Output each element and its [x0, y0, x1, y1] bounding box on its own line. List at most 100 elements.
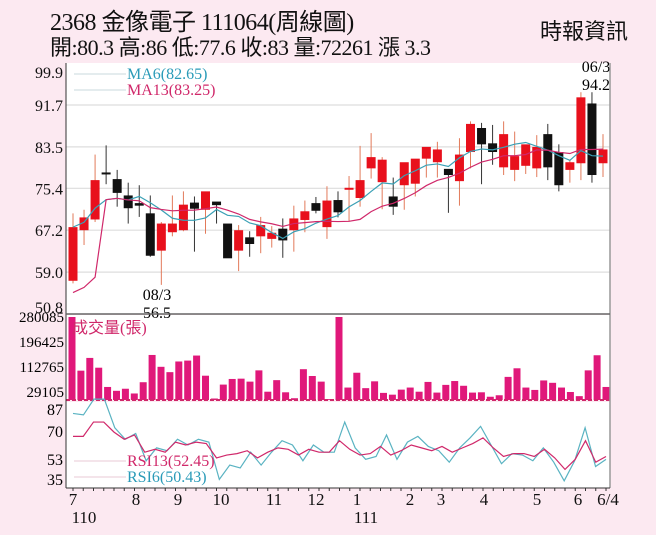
- volume-bar: [130, 393, 138, 400]
- volume-bar: [202, 375, 209, 400]
- volume-bar: [460, 385, 468, 400]
- candle-body: [112, 179, 122, 193]
- volume-label: 成交量(張): [72, 319, 147, 337]
- volume-bar: [362, 388, 370, 400]
- volume-bar: [157, 366, 165, 400]
- volume-bar: [113, 390, 120, 400]
- volume-bar: [121, 388, 129, 400]
- volume-bar: [469, 392, 476, 400]
- volume-bar: [558, 387, 565, 400]
- volume-bar: [397, 389, 405, 400]
- candle-body: [134, 203, 144, 206]
- candle-body: [598, 149, 608, 164]
- volume-bar: [566, 391, 574, 400]
- candle-body: [123, 195, 133, 209]
- candle-body: [454, 154, 464, 182]
- price-axis-label: 67.2: [35, 223, 63, 240]
- candle-body: [267, 232, 277, 239]
- x-axis-label: 11: [266, 490, 282, 509]
- chart-title: 2368 金像電子 111064(周線圖): [50, 10, 354, 36]
- volume-bar: [175, 361, 183, 400]
- volume-bar: [549, 382, 557, 400]
- rsi-axis-label: 87: [47, 402, 63, 419]
- price-axis-label: 59.0: [35, 265, 63, 282]
- x-axis-label: 5: [533, 490, 542, 509]
- x-axis-label: 1: [353, 490, 362, 509]
- candle-body: [245, 237, 255, 244]
- volume-bar: [210, 398, 218, 400]
- volume-bar: [166, 372, 174, 400]
- candle-body: [278, 228, 288, 241]
- volume-bar: [451, 381, 459, 400]
- volume-bar: [308, 375, 316, 400]
- volume-bar: [522, 387, 530, 400]
- price-axis-label: 50.8: [35, 300, 63, 317]
- year-label: 111: [354, 508, 378, 527]
- volume-bar: [86, 357, 94, 400]
- low-annotation-date: 08/3: [143, 287, 171, 304]
- x-axis-label: 8: [132, 490, 141, 509]
- candle-body: [333, 200, 343, 213]
- volume-bar: [246, 381, 254, 400]
- candle-body: [178, 204, 188, 231]
- candle-body: [300, 211, 310, 220]
- volume-bar: [104, 386, 112, 400]
- x-axis-label: 12: [308, 490, 325, 509]
- rsi6-line: [72, 398, 607, 483]
- volume-bar: [317, 381, 325, 400]
- candle-body: [432, 149, 442, 163]
- volume-bar: [593, 355, 601, 400]
- volume-bar: [424, 381, 432, 400]
- volume-axis-label: 112765: [20, 360, 64, 376]
- volume-bar: [139, 382, 147, 400]
- candle-body: [399, 162, 409, 186]
- volume-bar: [371, 381, 379, 400]
- volume-bar: [184, 360, 192, 400]
- volume-bar: [406, 387, 414, 400]
- volume-bar: [540, 380, 548, 400]
- candle-body: [532, 146, 542, 169]
- candle-body: [101, 172, 111, 175]
- candle-body: [366, 157, 376, 169]
- volume-bar: [388, 394, 396, 400]
- candle-body: [256, 225, 266, 237]
- x-axis-label: 6/4: [597, 490, 619, 509]
- high-annotation-value: 94.2: [582, 77, 610, 94]
- candle-body: [565, 162, 575, 170]
- candle-body: [234, 230, 244, 251]
- volume-bar: [513, 368, 521, 400]
- rsi13-line: [73, 421, 607, 471]
- candle-body: [377, 159, 387, 183]
- candle-body: [289, 218, 299, 231]
- volume-axis-label: 280085: [19, 310, 64, 326]
- ma13-line: [72, 148, 604, 294]
- candle-body: [212, 201, 222, 206]
- volume-bar: [353, 372, 361, 400]
- volume-bar: [344, 387, 352, 400]
- volume-bar: [442, 384, 450, 400]
- legend-rsi13: RSI13(52.45): [127, 453, 215, 470]
- x-axis-label: 7: [69, 490, 78, 509]
- legend-rsi6: RSI6(50.43): [127, 469, 207, 486]
- legend-ma13: MA13(83.25): [127, 82, 215, 99]
- rsi-panel: [66, 402, 610, 488]
- price-axis-label: 83.5: [35, 140, 63, 157]
- candle-body: [488, 143, 498, 153]
- candle-body: [587, 103, 597, 176]
- volume-bar: [237, 378, 245, 400]
- volume-bar: [95, 367, 103, 400]
- volume-bar: [193, 355, 201, 400]
- candle-body: [388, 196, 398, 207]
- candle-body: [201, 191, 210, 210]
- candle-body: [443, 168, 453, 176]
- candle-body: [79, 217, 89, 231]
- volume-bar: [415, 391, 423, 400]
- x-axis-label: 6: [574, 490, 583, 509]
- volume-bar: [273, 380, 281, 400]
- x-axis-label: 3: [437, 490, 446, 509]
- x-axis-label: 10: [213, 490, 230, 509]
- volume-bar: [602, 386, 610, 400]
- volume-bar: [575, 396, 583, 400]
- volume-bar: [495, 395, 503, 400]
